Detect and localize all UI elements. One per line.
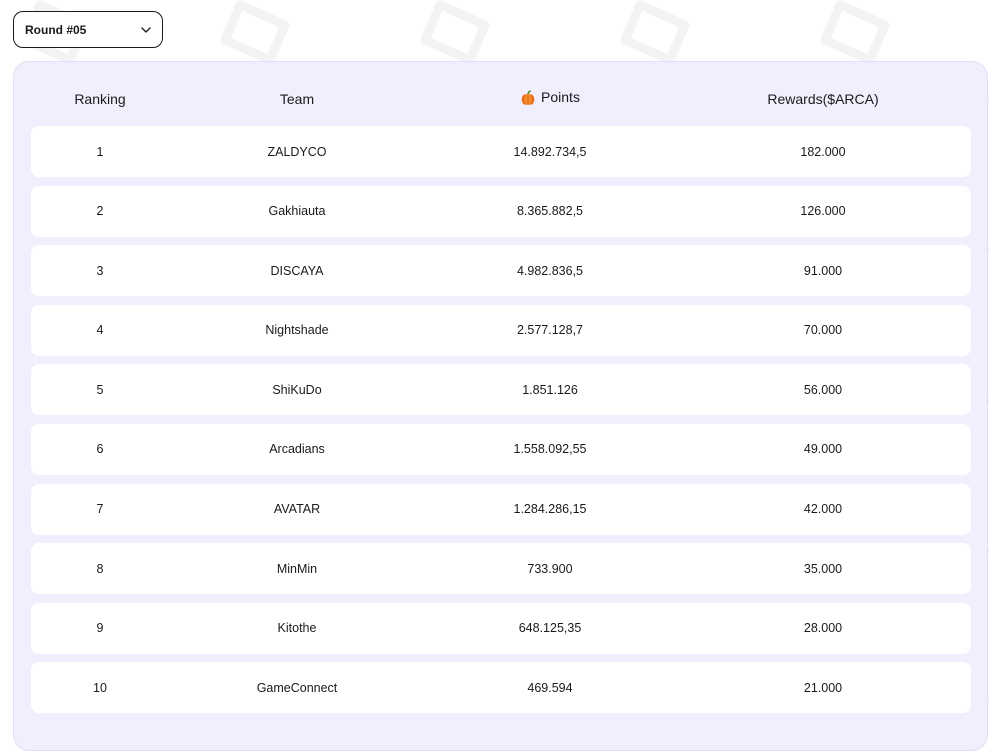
table-row[interactable]: 2 Gakhiauta 8.365.882,5 126.000 (31, 185, 971, 237)
points-cell: 2.577.128,7 (516, 323, 584, 338)
rewards-cell: 28.000 (803, 621, 843, 636)
rewards-cell: 42.000 (803, 502, 843, 517)
table-header: Ranking Team Points Rewards($ARCA) (31, 84, 971, 114)
pumpkin-icon (520, 89, 535, 105)
rank-cell: 7 (96, 502, 104, 517)
table-row[interactable]: 7 AVATAR 1.284.286,15 42.000 (31, 483, 971, 535)
rank-cell: 3 (96, 263, 104, 278)
rank-cell: 6 (96, 442, 104, 457)
points-cell: 469.594 (527, 680, 573, 695)
rewards-cell: 70.000 (803, 323, 843, 338)
table-row[interactable]: 4 Nightshade 2.577.128,7 70.000 (31, 304, 971, 356)
table-row[interactable]: 6 Arcadians 1.558.092,55 49.000 (31, 423, 971, 475)
points-cell: 648.125,35 (518, 621, 582, 636)
header-team: Team (279, 91, 315, 107)
header-rewards: Rewards($ARCA) (767, 91, 879, 107)
team-cell: Gakhiauta (268, 204, 326, 219)
points-cell: 14.892.734,5 (513, 144, 587, 159)
leaderboard-rows: 1 ZALDYCO 14.892.734,5 182.000 2 Gakhiau… (31, 126, 971, 722)
points-cell: 1.558.092,55 (513, 442, 587, 457)
rewards-cell: 35.000 (803, 561, 843, 576)
team-cell: DISCAYA (270, 263, 324, 278)
rank-cell: 10 (93, 680, 107, 695)
points-cell: 4.982.836,5 (516, 263, 584, 278)
round-select-dropdown[interactable]: Round #05 (13, 11, 163, 48)
table-row[interactable]: 8 MinMin 733.900 35.000 (31, 543, 971, 595)
team-cell: MinMin (276, 561, 318, 576)
table-row[interactable]: 1 ZALDYCO 14.892.734,5 182.000 (31, 126, 971, 177)
points-cell: 1.284.286,15 (513, 502, 587, 517)
points-cell: 733.900 (527, 561, 573, 576)
rewards-cell: 182.000 (800, 144, 846, 159)
round-select-value: Round #05 (25, 22, 87, 37)
team-cell: ShiKuDo (272, 382, 322, 397)
header-points-label: Points (541, 89, 580, 105)
points-cell: 8.365.882,5 (516, 204, 584, 219)
table-row[interactable]: 10 GameConnect 469.594 21.000 (31, 662, 971, 714)
rewards-cell: 56.000 (803, 382, 843, 397)
table-row[interactable]: 9 Kitothe 648.125,35 28.000 (31, 602, 971, 654)
chevron-down-icon (140, 24, 152, 36)
rewards-cell: 91.000 (803, 263, 843, 278)
team-cell: GameConnect (256, 680, 338, 695)
team-cell: AVATAR (273, 502, 321, 517)
rank-cell: 8 (96, 561, 104, 576)
rank-cell: 5 (96, 382, 104, 397)
team-cell: Arcadians (269, 442, 325, 457)
points-cell: 1.851.126 (522, 382, 578, 397)
header-ranking: Ranking (74, 91, 126, 107)
table-row[interactable]: 5 ShiKuDo 1.851.126 56.000 (31, 364, 971, 416)
rank-cell: 9 (96, 621, 104, 636)
rank-cell: 4 (96, 323, 104, 338)
team-cell: ZALDYCO (267, 144, 327, 159)
rewards-cell: 21.000 (803, 680, 843, 695)
rewards-cell: 49.000 (803, 442, 843, 457)
team-cell: Kitothe (277, 621, 317, 636)
rank-cell: 1 (96, 144, 104, 159)
rewards-cell: 126.000 (800, 204, 846, 219)
header-points: Points (425, 82, 675, 112)
rank-cell: 2 (96, 204, 104, 219)
team-cell: Nightshade (265, 323, 329, 338)
table-row[interactable]: 3 DISCAYA 4.982.836,5 91.000 (31, 245, 971, 297)
